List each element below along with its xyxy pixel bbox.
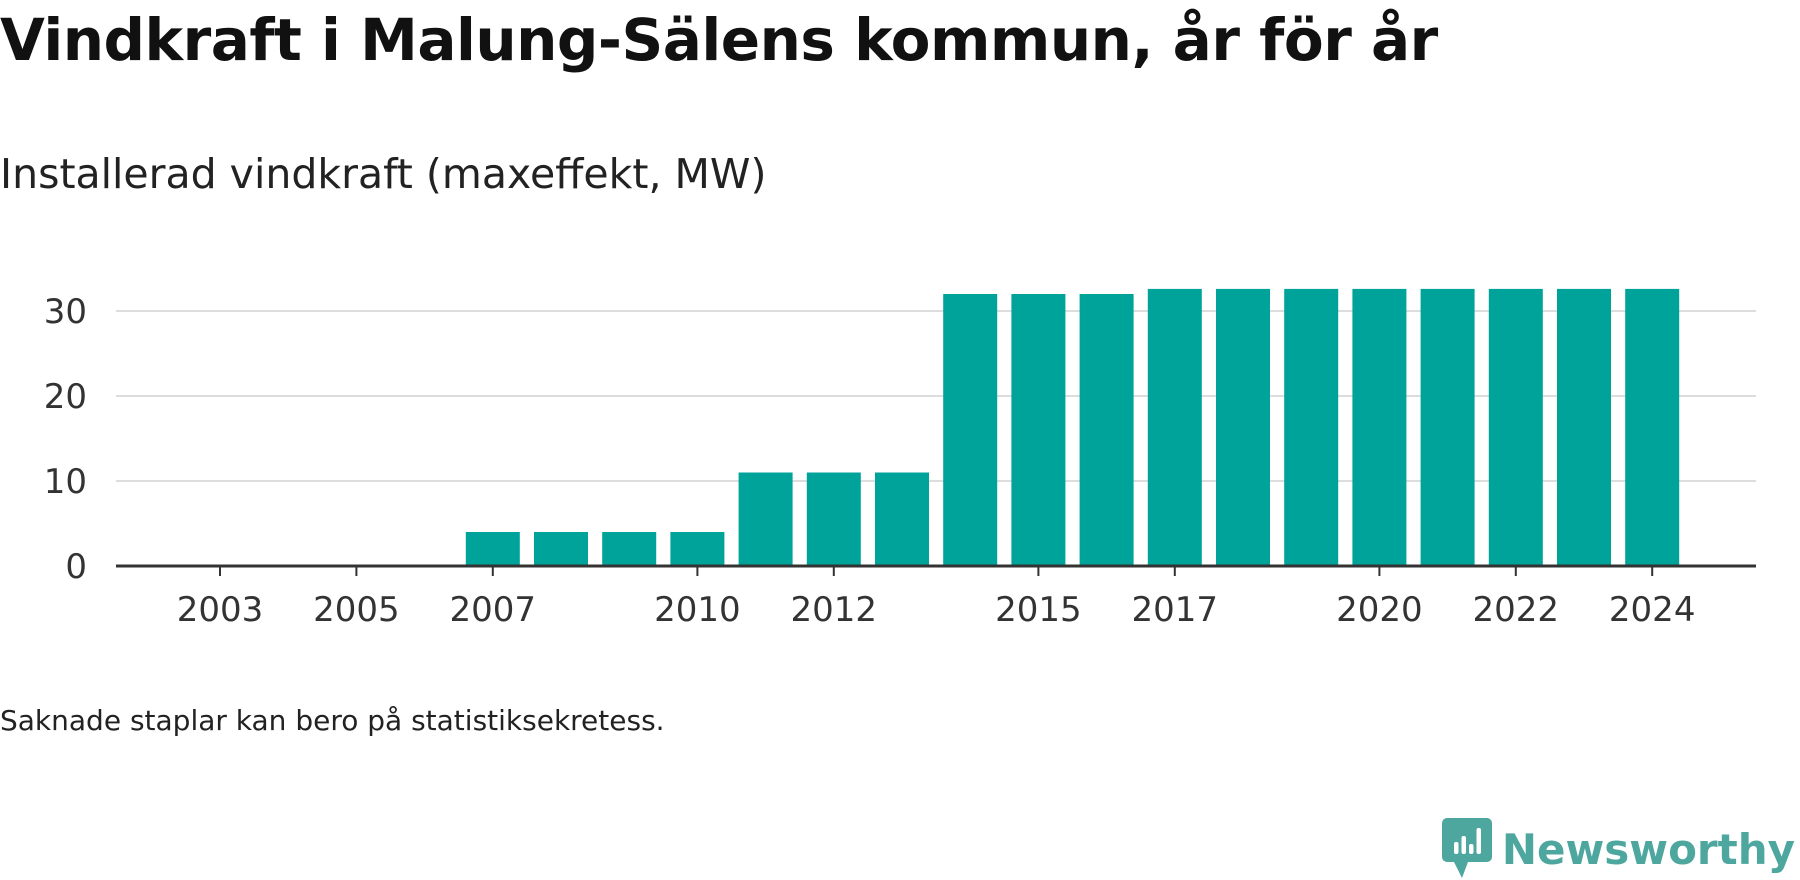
x-tick-label: 2010 [654,590,741,630]
x-tick-label: 2024 [1609,590,1696,630]
bar-2013 [875,472,929,566]
x-tick-label: 2012 [791,590,878,630]
y-tick-label: 10 [44,462,87,502]
bar-2019 [1284,288,1339,566]
bar-2020 [1352,288,1407,566]
x-tick-label: 2022 [1473,590,1560,630]
bar-2018 [1216,288,1270,566]
grid-lines [116,310,1756,482]
axes: 0 10 20 30 2003 2005 2007 2010 2012 2015 2017 2020 2… [44,292,1756,630]
bar-2011 [738,472,793,566]
bar-2007 [465,532,520,566]
bar-2015 [1011,294,1066,566]
x-tick-label: 2017 [1132,590,1219,630]
bar-2008 [534,532,588,566]
brand-logo[interactable]: Newsworthy [1441,818,1795,880]
chart-title: Vindkraft i Malung-Sälens kommun, år för… [0,6,1438,74]
chart-subtitle: Installerad vindkraft (maxeffekt, MW) [0,150,767,198]
x-tick-label: 2020 [1336,590,1423,630]
bar-2012 [806,472,861,566]
bars [465,288,1680,566]
brand-name: Newsworthy [1501,824,1795,874]
footnote: Saknade staplar kan bero på statistiksek… [0,704,665,737]
bar-2010 [670,532,725,566]
x-tick-label: 2015 [995,590,1082,630]
bar-2023 [1557,288,1611,566]
bar-chart: 0 10 20 30 2003 2005 2007 2010 2012 2015 2017 2020 2… [44,288,1756,630]
y-tick-label: 30 [44,292,87,332]
x-tick-label: 2007 [450,590,537,630]
bar-2022 [1488,288,1543,566]
x-tick-label: 2005 [313,590,400,630]
x-tick-label: 2003 [177,590,264,630]
newsworthy-logo-icon [1441,818,1492,878]
bar-2016 [1079,294,1134,566]
bar-2009 [602,532,657,566]
y-tick-label: 0 [65,547,87,587]
y-tick-label: 20 [44,377,87,417]
bar-2021 [1420,288,1475,566]
bar-2017 [1147,288,1202,566]
bar-2014 [943,294,998,566]
bar-2024 [1625,288,1680,566]
